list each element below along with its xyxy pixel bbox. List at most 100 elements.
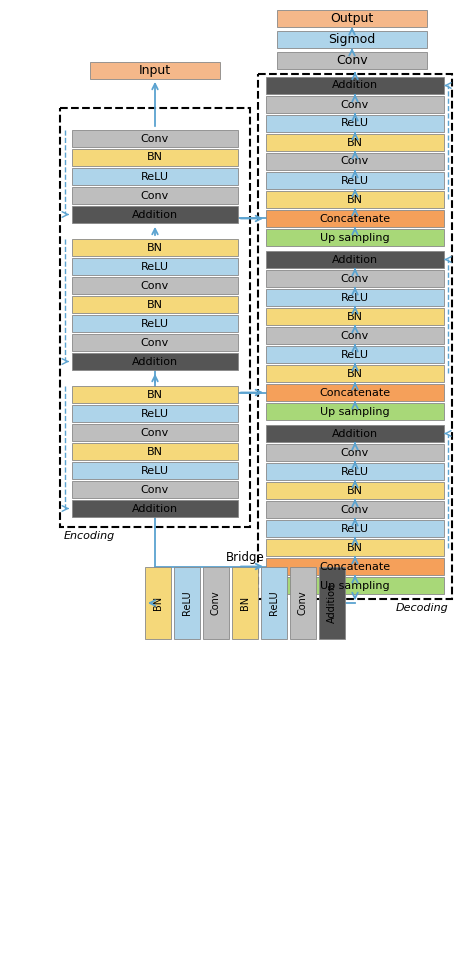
Text: ReLU: ReLU bbox=[141, 172, 169, 181]
Text: Addition: Addition bbox=[131, 503, 178, 514]
Text: Conv: Conv bbox=[340, 448, 369, 457]
Text: Conv: Conv bbox=[340, 157, 369, 166]
Bar bbox=[265, 191, 443, 208]
Bar bbox=[265, 289, 443, 306]
Bar bbox=[72, 315, 238, 332]
Bar bbox=[265, 346, 443, 363]
Bar bbox=[72, 405, 238, 422]
Bar bbox=[72, 334, 238, 351]
Text: BN: BN bbox=[346, 195, 362, 204]
Bar bbox=[265, 210, 443, 227]
Text: ReLU: ReLU bbox=[340, 292, 368, 303]
Text: Conv: Conv bbox=[340, 504, 369, 515]
Text: Conv: Conv bbox=[336, 54, 367, 67]
Text: Conv: Conv bbox=[141, 134, 169, 143]
Text: ReLU: ReLU bbox=[340, 176, 368, 185]
Text: Conv: Conv bbox=[340, 330, 369, 341]
Text: ReLU: ReLU bbox=[141, 465, 169, 476]
Text: Decoding: Decoding bbox=[394, 603, 447, 613]
Text: Sigmod: Sigmod bbox=[328, 33, 375, 46]
Text: Conv: Conv bbox=[340, 99, 369, 110]
Text: BN: BN bbox=[346, 138, 362, 147]
Bar bbox=[232, 567, 257, 639]
Bar bbox=[276, 52, 426, 69]
Bar bbox=[265, 425, 443, 442]
Text: Conv: Conv bbox=[141, 484, 169, 495]
Text: BN: BN bbox=[346, 369, 362, 378]
Bar bbox=[72, 277, 238, 294]
Bar bbox=[265, 327, 443, 344]
Bar bbox=[265, 444, 443, 461]
Bar bbox=[90, 62, 219, 79]
Bar bbox=[265, 463, 443, 480]
Text: Conv: Conv bbox=[297, 591, 307, 615]
Bar bbox=[72, 206, 238, 223]
Text: Up sampling: Up sampling bbox=[319, 581, 389, 590]
Bar bbox=[202, 567, 229, 639]
Bar bbox=[276, 31, 426, 48]
Text: Addition: Addition bbox=[331, 80, 377, 91]
Bar bbox=[72, 481, 238, 498]
Bar bbox=[72, 130, 238, 147]
Bar bbox=[72, 149, 238, 166]
Bar bbox=[174, 567, 200, 639]
Text: Addition: Addition bbox=[131, 356, 178, 367]
Bar bbox=[276, 10, 426, 27]
Bar bbox=[72, 443, 238, 460]
Bar bbox=[72, 168, 238, 185]
Text: Addition: Addition bbox=[131, 209, 178, 220]
Text: BN: BN bbox=[346, 542, 362, 553]
Text: Conv: Conv bbox=[141, 281, 169, 290]
Text: BN: BN bbox=[346, 485, 362, 496]
Text: BN: BN bbox=[147, 390, 163, 399]
Text: Output: Output bbox=[330, 12, 373, 25]
Bar bbox=[144, 567, 171, 639]
Text: BN: BN bbox=[346, 311, 362, 322]
Bar bbox=[265, 403, 443, 420]
Bar bbox=[265, 539, 443, 556]
Bar bbox=[265, 365, 443, 382]
Bar bbox=[72, 239, 238, 256]
Text: Addition: Addition bbox=[326, 583, 336, 623]
Bar bbox=[265, 501, 443, 518]
Bar bbox=[72, 462, 238, 479]
Bar bbox=[265, 172, 443, 189]
Bar bbox=[265, 115, 443, 132]
Bar bbox=[72, 353, 238, 370]
Text: ReLU: ReLU bbox=[141, 262, 169, 271]
Bar bbox=[265, 520, 443, 537]
Bar bbox=[265, 134, 443, 151]
Bar bbox=[72, 187, 238, 204]
Text: ReLU: ReLU bbox=[340, 350, 368, 359]
Text: Addition: Addition bbox=[331, 254, 377, 265]
Text: Conv: Conv bbox=[211, 591, 220, 615]
Bar bbox=[72, 258, 238, 275]
Bar bbox=[265, 577, 443, 594]
Bar bbox=[60, 108, 250, 527]
Bar bbox=[265, 482, 443, 499]
Bar bbox=[265, 96, 443, 113]
Bar bbox=[265, 270, 443, 287]
Bar bbox=[257, 74, 451, 599]
Bar bbox=[265, 558, 443, 575]
Bar bbox=[265, 384, 443, 401]
Text: Conv: Conv bbox=[141, 190, 169, 201]
Text: ReLU: ReLU bbox=[340, 466, 368, 477]
Text: Concatenate: Concatenate bbox=[319, 214, 390, 223]
Text: ReLU: ReLU bbox=[340, 118, 368, 129]
Text: BN: BN bbox=[147, 447, 163, 456]
Bar bbox=[72, 296, 238, 313]
Text: Concatenate: Concatenate bbox=[319, 388, 390, 397]
Bar bbox=[289, 567, 315, 639]
Text: ReLU: ReLU bbox=[141, 319, 169, 329]
Text: ReLU: ReLU bbox=[141, 409, 169, 418]
Text: Encoding: Encoding bbox=[64, 531, 115, 541]
Bar bbox=[265, 308, 443, 325]
Text: BN: BN bbox=[153, 596, 163, 610]
Text: Addition: Addition bbox=[331, 429, 377, 438]
Bar bbox=[72, 424, 238, 441]
Text: Bridge: Bridge bbox=[225, 550, 264, 563]
Bar bbox=[265, 153, 443, 170]
Text: ReLU: ReLU bbox=[181, 591, 192, 615]
Bar bbox=[265, 251, 443, 268]
